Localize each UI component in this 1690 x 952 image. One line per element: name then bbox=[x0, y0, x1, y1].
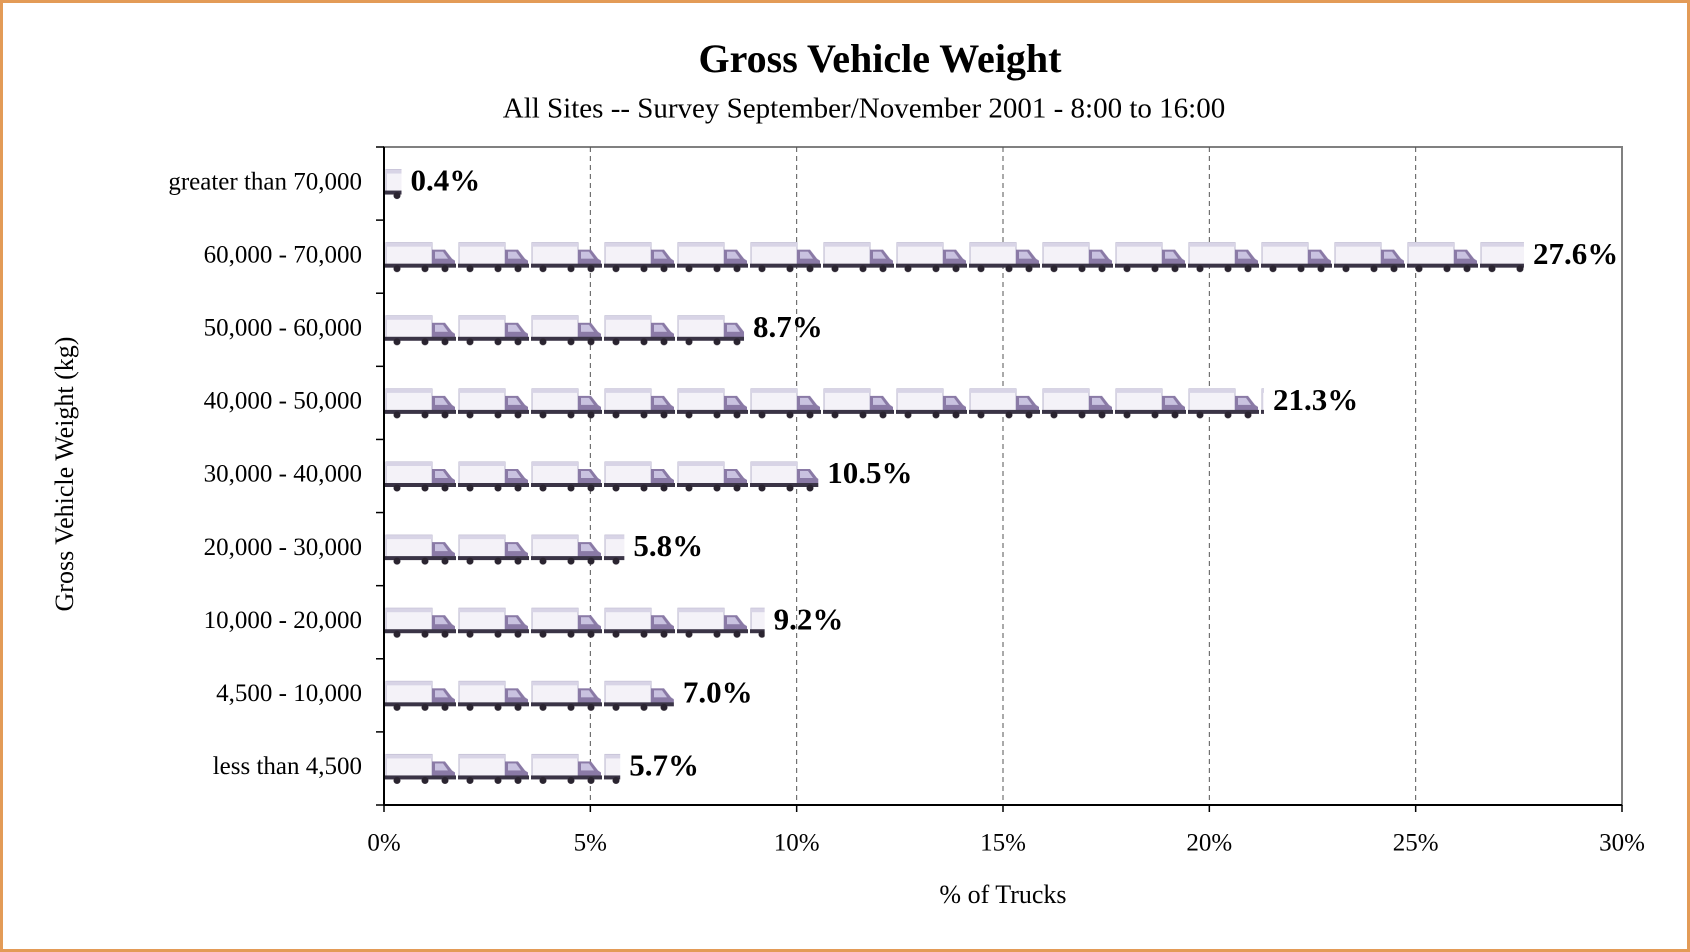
value-label: 21.3% bbox=[1273, 382, 1358, 417]
y-tick-label: 30,000 - 40,000 bbox=[204, 461, 362, 488]
x-tick-label: 5% bbox=[574, 830, 607, 857]
x-axis-label: % of Trucks bbox=[939, 880, 1066, 909]
y-tick-label: greater than 70,000 bbox=[168, 168, 362, 195]
value-label: 5.7% bbox=[629, 748, 699, 783]
bar bbox=[385, 605, 765, 640]
value-label: 8.7% bbox=[753, 309, 823, 344]
y-tick-label: 50,000 - 60,000 bbox=[204, 315, 362, 342]
x-tick-label: 15% bbox=[980, 830, 1026, 857]
y-tick-label: 4,500 - 10,000 bbox=[216, 680, 362, 707]
bar bbox=[385, 459, 819, 493]
value-label: 5.8% bbox=[633, 528, 703, 563]
bar bbox=[385, 385, 1264, 420]
y-tick-label: 20,000 - 30,000 bbox=[204, 534, 362, 561]
bar bbox=[385, 751, 621, 786]
chart-title: Gross Vehicle Weight bbox=[698, 36, 1062, 81]
bar bbox=[385, 312, 745, 347]
y-tick-label: 10,000 - 20,000 bbox=[204, 607, 362, 634]
bar bbox=[385, 239, 1524, 274]
x-tick-label: 25% bbox=[1393, 830, 1439, 857]
bar bbox=[385, 678, 674, 713]
y-axis-label: Gross Vehicle Weight (kg) bbox=[50, 337, 79, 612]
value-label: 27.6% bbox=[1533, 236, 1618, 271]
y-tick-label: 60,000 - 70,000 bbox=[204, 241, 362, 268]
value-label: 10.5% bbox=[827, 455, 912, 490]
chart-subtitle: All Sites -- Survey September/November 2… bbox=[503, 93, 1225, 125]
value-label: 0.4% bbox=[411, 163, 481, 198]
value-label: 9.2% bbox=[774, 601, 844, 636]
y-tick-label: 40,000 - 50,000 bbox=[204, 388, 362, 415]
value-label: 7.0% bbox=[683, 674, 753, 709]
x-tick-label: 0% bbox=[367, 830, 400, 857]
x-tick-label: 20% bbox=[1186, 830, 1232, 857]
x-tick-label: 10% bbox=[774, 830, 820, 857]
bar bbox=[385, 166, 402, 201]
x-tick-label: 30% bbox=[1599, 830, 1645, 857]
bar bbox=[385, 532, 625, 567]
y-tick-label: less than 4,500 bbox=[213, 753, 362, 780]
